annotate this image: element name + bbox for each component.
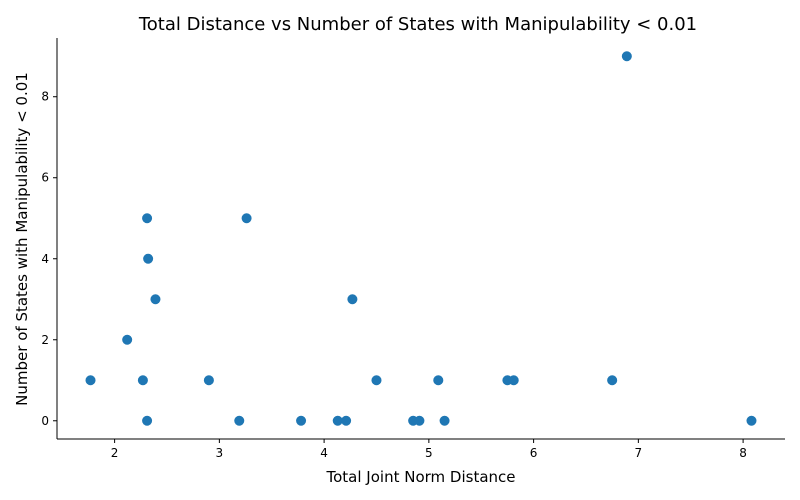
x-axis-ticks: 2 3 4 5 6 7 8: [111, 439, 747, 460]
scatter-point: [439, 415, 450, 426]
scatter-point: [142, 213, 153, 224]
x-tick-label: 4: [320, 446, 328, 460]
scatter-point: [241, 213, 252, 224]
y-tick-label: 8: [41, 90, 49, 104]
chart-title: Total Distance vs Number of States with …: [138, 14, 697, 35]
scatter-point: [137, 375, 148, 386]
scatter-point: [143, 253, 154, 264]
y-tick-label: 4: [41, 252, 49, 266]
x-tick-label: 5: [425, 446, 433, 460]
x-axis-title: Total Joint Norm Distance: [326, 468, 516, 486]
scatter-point: [621, 51, 632, 62]
data-points: [85, 51, 757, 426]
scatter-point: [203, 375, 214, 386]
scatter-point: [234, 415, 245, 426]
scatter-point: [150, 294, 161, 305]
scatter-point: [142, 415, 153, 426]
x-tick-label: 3: [216, 446, 224, 460]
y-tick-label: 2: [41, 333, 49, 347]
scatter-point: [122, 334, 133, 345]
scatter-point: [414, 415, 425, 426]
x-tick-label: 8: [739, 446, 747, 460]
scatter-point: [746, 415, 757, 426]
scatter-point: [607, 375, 618, 386]
y-tick-label: 0: [41, 414, 49, 428]
x-tick-label: 6: [530, 446, 538, 460]
scatter-point: [296, 415, 307, 426]
scatter-point: [433, 375, 444, 386]
y-tick-label: 6: [41, 171, 49, 185]
scatter-point: [85, 375, 96, 386]
scatter-point: [341, 415, 352, 426]
y-axis-ticks: 0 2 4 6 8: [41, 90, 57, 428]
x-tick-label: 2: [111, 446, 119, 460]
scatter-point: [371, 375, 382, 386]
x-tick-label: 7: [635, 446, 643, 460]
scatter-point: [332, 415, 343, 426]
scatter-point: [347, 294, 358, 305]
y-axis-title: Number of States with Manipulability < 0…: [13, 72, 31, 406]
scatter-point: [508, 375, 519, 386]
